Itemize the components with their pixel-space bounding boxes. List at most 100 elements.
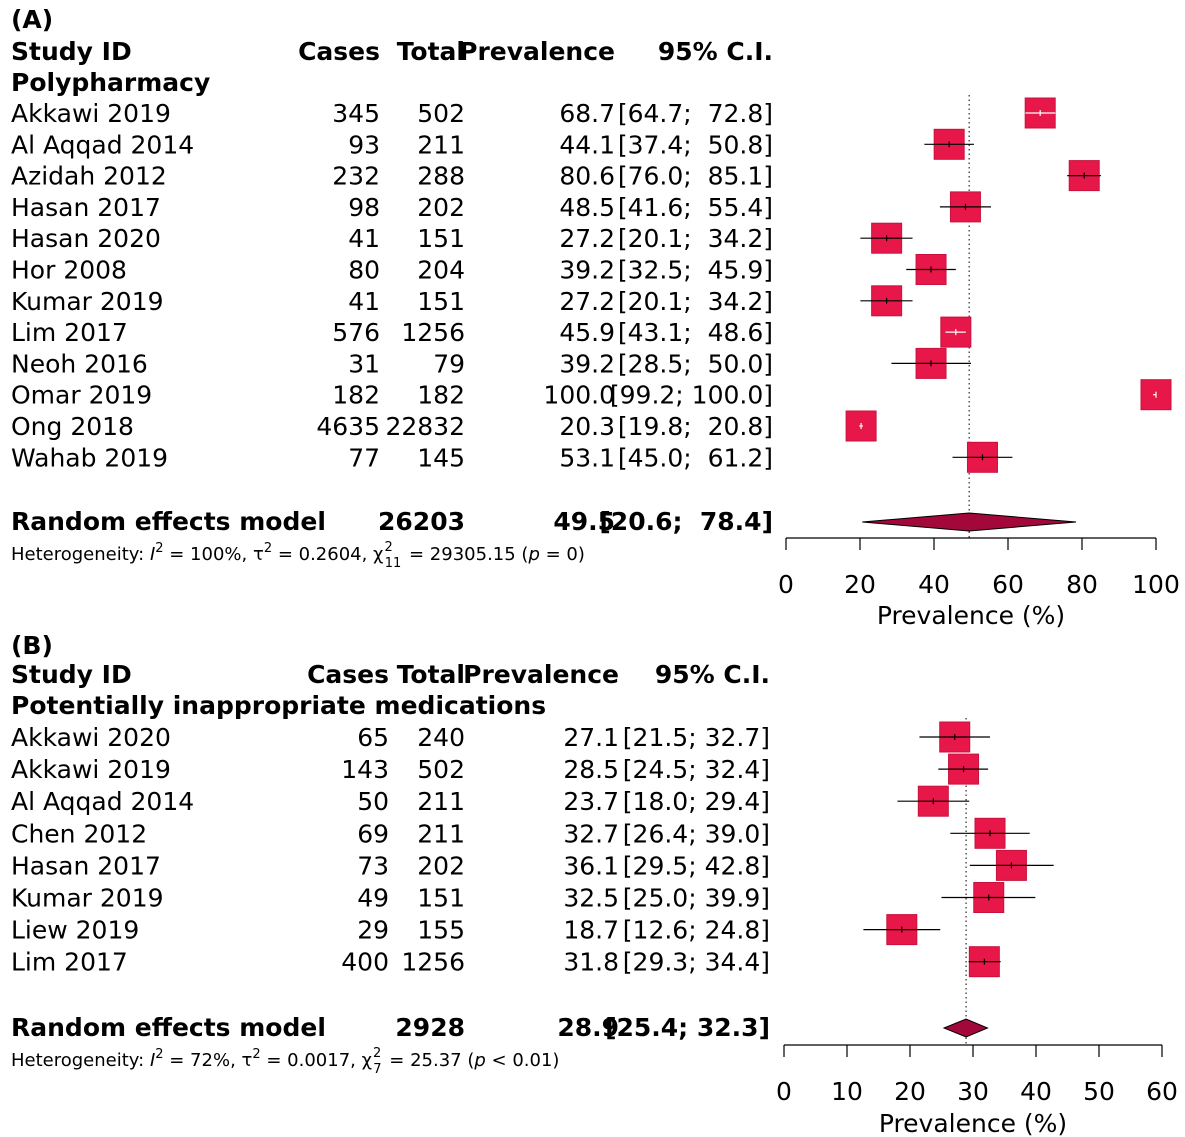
study-total: 155 [417,916,465,945]
study-cases: 182 [332,381,380,410]
study-prevalence: 100.0 [543,381,615,410]
study-ci: [76.0; 85.1] [618,162,773,191]
x-axis-label: Prevalence (%) [877,601,1065,630]
study-cases: 65 [357,723,389,752]
study-ci: [20.1; 34.2] [618,287,773,316]
summary-label: Random effects model [11,507,326,536]
study-name: Akkawi 2020 [11,723,171,752]
study-name: Omar 2019 [11,381,152,410]
header-cases: Cases [307,660,389,689]
study-prevalence: 45.9 [559,318,615,347]
study-cases: 143 [341,755,389,784]
summary-diamond [862,512,1077,532]
study-ci: [26.4; 39.0] [623,819,770,848]
study-total: 204 [417,256,465,285]
x-axis: 0 10 20 30 40 50 60 Prevalence (%) [776,1044,1178,1137]
study-prevalence: 44.1 [559,130,615,159]
study-total: 288 [417,162,465,191]
study-name: Chen 2012 [11,819,147,848]
study-prevalence: 80.6 [559,162,615,191]
summary-label: Random effects model [11,1013,326,1042]
subgroup-title: Potentially inappropriate medications [11,691,546,720]
study-total: 22832 [385,412,465,441]
x-tick-label: 80 [1066,570,1098,599]
study-ci: [25.0; 39.9] [623,884,770,913]
study-total: 151 [417,287,465,316]
x-tick-label: 50 [1083,1077,1115,1106]
study-prevalence: 53.1 [559,443,615,472]
study-prevalence: 36.1 [563,851,619,880]
study-total: 211 [417,819,465,848]
study-ci: [41.6; 55.4] [618,193,773,222]
study-name: Kumar 2019 [11,884,164,913]
study-cases: 49 [357,884,389,913]
study-row: Hor 2008 80 204 39.2 [32.5; 45.9] [11,254,956,285]
x-tick-label: 0 [776,1077,792,1106]
study-ci: [24.5; 32.4] [623,755,770,784]
study-prevalence: 31.8 [563,948,619,977]
study-name: Wahab 2019 [11,443,168,472]
study-ci: [29.5; 42.8] [623,851,770,880]
study-prevalence: 32.7 [563,819,619,848]
study-total: 151 [417,224,465,253]
study-prevalence: 23.7 [563,787,619,816]
study-row: Lim 2017 576 1256 45.9 [43.1; 48.6] [11,316,972,348]
study-cases: 232 [332,162,380,191]
study-row: Kumar 2019 41 151 27.2 [20.1; 34.2] [11,285,913,317]
summary-total: 2928 [395,1013,465,1042]
study-total: 240 [417,723,465,752]
subgroup-title: Polypharmacy [11,68,210,97]
study-prevalence: 27.1 [563,723,619,752]
x-tick-label: 30 [957,1077,989,1106]
x-tick-label: 40 [1020,1077,1052,1106]
study-name: Lim 2017 [11,318,128,347]
study-ci: [18.0; 29.4] [623,787,770,816]
study-total: 211 [417,787,465,816]
study-name: Hasan 2017 [11,193,161,222]
study-ci: [64.7; 72.8] [618,99,773,128]
x-tick-label: 60 [992,570,1024,599]
summary-ci: [20.6; 78.4] [599,507,773,536]
x-tick-label: 60 [1146,1077,1178,1106]
study-cases: 98 [348,193,380,222]
study-ci: [12.6; 24.8] [623,916,770,945]
study-ci: [32.5; 45.9] [618,256,773,285]
study-total: 79 [433,349,465,378]
header-ci: 95% C.I. [658,37,773,66]
x-tick-label: 0 [778,570,794,599]
study-cases: 93 [348,130,380,159]
summary-prevalence: 49.5 [553,507,615,536]
study-total: 151 [417,884,465,913]
study-cases: 576 [332,318,380,347]
study-name: Akkawi 2019 [11,755,171,784]
study-name: Al Aqqad 2014 [11,787,194,816]
study-cases: 31 [348,349,380,378]
study-row: Lim 2017 400 1256 31.8 [29.3; 34.4] [11,946,1001,978]
summary-total: 26203 [378,507,465,536]
study-ci: [37.4; 50.8] [618,130,773,159]
x-tick-label: 100 [1132,570,1180,599]
study-row: Al Aqqad 2014 93 211 44.1 [37.4; 50.8] [11,128,974,160]
study-total: 145 [417,443,465,472]
study-cases: 345 [332,99,380,128]
study-total: 502 [417,755,465,784]
study-prevalence: 28.5 [563,755,619,784]
study-prevalence: 27.2 [559,224,615,253]
header-prevalence: Prevalence [463,660,619,689]
x-axis: 0 20 40 60 80 100 Prevalence (%) [778,537,1180,630]
study-total: 202 [417,193,465,222]
study-ci: [21.5; 32.7] [623,723,770,752]
x-tick-label: 20 [844,570,876,599]
study-cases: 50 [357,787,389,816]
study-row: Azidah 2012 232 288 80.6 [76.0; 85.1] [11,160,1101,192]
study-name: Neoh 2016 [11,349,148,378]
study-row: Neoh 2016 31 79 39.2 [28.5; 50.0] [11,347,971,379]
study-row: Akkawi 2019 143 502 28.5 [24.5; 32.4] [11,753,989,785]
x-tick-label: 10 [831,1077,863,1106]
study-ci: [19.8; 20.8] [618,412,773,441]
study-row: Akkawi 2019 345 502 68.7 [64.7; 72.8] [11,97,1056,129]
study-row: Hasan 2017 98 202 48.5 [41.6; 55.4] [11,191,991,223]
study-prevalence: 20.3 [559,412,615,441]
